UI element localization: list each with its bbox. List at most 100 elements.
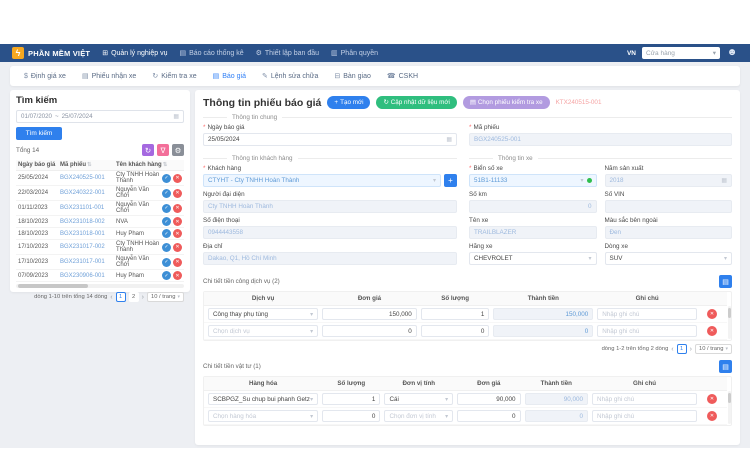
delete-button[interactable]: ✕ — [173, 271, 182, 280]
row-code-link[interactable]: BGX231017-002 — [60, 244, 105, 250]
language-label[interactable]: VN — [626, 49, 636, 57]
delete-service-row-button[interactable]: ✕ — [707, 326, 717, 336]
tab-ban-giao[interactable]: ⊟ Bàn giao — [334, 72, 371, 81]
filter-button[interactable]: ∇ — [157, 144, 169, 156]
edit-button[interactable]: ✓ — [162, 188, 171, 198]
linked-inspection-code[interactable]: KTX240515-001 — [555, 99, 602, 106]
tab-dinh-gia-xe[interactable]: $ Định giá xe — [24, 73, 66, 80]
table-row[interactable]: 18/10/2023 BGX231018-001 Huy Pham ✓ ✕ — [16, 228, 184, 240]
update-data-button[interactable]: ↻ Cập nhật dữ liệu mới — [376, 96, 457, 109]
refresh-button[interactable]: ↻ — [142, 144, 154, 156]
next-page-icon[interactable]: › — [689, 345, 692, 353]
delete-part-row-button[interactable]: ✕ — [706, 394, 717, 404]
table-row[interactable]: 18/10/2023 BGX231018-002 NVA ✓ ✕ — [16, 216, 184, 228]
vertical-scrollbar[interactable] — [728, 391, 731, 424]
delete-button[interactable]: ✕ — [173, 217, 182, 226]
table-row[interactable]: 07/09/2023 BGX230906-001 Huy Pham ✓ ✕ — [16, 270, 184, 282]
nav-item-business[interactable]: ⊞ Quản lý nghiệp vụ — [102, 49, 167, 58]
table-row[interactable]: 22/03/2024 BGX240322-001 Nguyễn Văn Chới… — [16, 186, 184, 201]
part-price-input[interactable]: 90,000 — [457, 393, 521, 405]
service-qty-input[interactable]: 0 — [420, 325, 490, 337]
store-select[interactable]: Cửa hàng ▾ — [642, 47, 720, 59]
quote-date-input[interactable]: 25/05/2024 ▦ — [203, 133, 457, 146]
page-size-select[interactable]: 10 / trang ▾ — [146, 292, 184, 302]
row-code-link[interactable]: BGX231017-001 — [60, 259, 105, 265]
tab-bao-gia[interactable]: ▤ Báo giá — [213, 72, 246, 81]
service-select[interactable]: Chọn dịch vụ ▾ — [208, 325, 319, 337]
table-row[interactable]: 25/05/2024 BGX240525-001 Cty TNHH Hoàn T… — [16, 171, 184, 186]
tab-kiem-tra-xe[interactable]: ↻ Kiểm tra xe — [152, 72, 196, 81]
prev-page-icon[interactable]: ‹ — [671, 345, 674, 353]
scrollbar-thumb[interactable] — [18, 284, 88, 288]
col-header-name[interactable]: Tên khách hàng⇅ — [116, 162, 182, 168]
table-row[interactable]: 17/10/2023 BGX231017-002 Cty TNHH Hoàn T… — [16, 240, 184, 255]
edit-button[interactable]: ✓ — [162, 229, 171, 238]
row-code-link[interactable]: BGX240322-001 — [60, 190, 105, 196]
service-qty-input[interactable]: 1 — [420, 308, 490, 320]
col-header-code[interactable]: Mã phiếu⇅ — [60, 162, 116, 168]
prev-page-icon[interactable]: ‹ — [110, 293, 113, 301]
date-range-input[interactable]: 01/07/2020 ~ 25/07/2024 ▦ — [16, 110, 184, 123]
part-price-input[interactable]: 0 — [457, 410, 521, 422]
plate-select[interactable]: 51B1-11133 ▾ — [469, 174, 597, 187]
page-button-1[interactable]: 1 — [115, 292, 126, 302]
delete-button[interactable]: ✕ — [173, 203, 182, 213]
user-avatar[interactable]: ☻ — [726, 47, 738, 58]
next-page-icon[interactable]: › — [141, 293, 144, 301]
page-button-2[interactable]: 2 — [128, 292, 139, 302]
row-code-link[interactable]: BGX231101-001 — [60, 205, 105, 211]
table-row[interactable]: 01/11/2023 BGX231101-001 Nguyễn Văn Chới… — [16, 201, 184, 216]
delete-service-row-button[interactable]: ✕ — [707, 309, 717, 319]
service-price-input[interactable]: 0 — [322, 325, 417, 337]
part-qty-input[interactable]: 1 — [322, 393, 381, 405]
service-select[interactable]: Công thay phụ tùng ▾ — [208, 308, 319, 320]
edit-button[interactable]: ✓ — [162, 271, 171, 280]
vertical-scrollbar[interactable] — [728, 306, 731, 339]
search-button[interactable]: Tìm kiếm — [16, 127, 62, 140]
part-unit-select[interactable]: Chọn đơn vị tính ▾ — [384, 410, 454, 422]
scrollbar-thumb[interactable] — [728, 393, 731, 403]
edit-button[interactable]: ✓ — [162, 203, 171, 213]
edit-button[interactable]: ✓ — [162, 217, 171, 226]
page-size-select[interactable]: 10 / trang ▾ — [694, 344, 732, 354]
table-row[interactable]: 17/10/2023 BGX231017-001 Nguyễn Văn Chới… — [16, 255, 184, 270]
service-note-input[interactable]: Nhập ghi chú — [597, 325, 698, 337]
nav-item-setup[interactable]: ⚙ Thiết lập ban đầu — [256, 49, 319, 58]
edit-button[interactable]: ✓ — [162, 173, 171, 183]
part-select[interactable]: SCBPGZ_Su chup bui phanh Getz ▾ — [208, 393, 319, 405]
choose-inspection-button[interactable]: ▤ Chọn phiếu kiểm tra xe — [462, 96, 550, 109]
delete-button[interactable]: ✕ — [173, 229, 182, 238]
tab-cskh[interactable]: ☎ CSKH — [387, 72, 418, 81]
delete-button[interactable]: ✕ — [173, 242, 182, 252]
create-button[interactable]: + Tạo mới — [327, 96, 371, 109]
tab-phieu-nhan-xe[interactable]: ▤ Phiếu nhận xe — [82, 72, 136, 81]
customer-select[interactable]: CTYHT - Cty TNHH Hoàn Thành ▾ — [203, 174, 441, 187]
part-note-input[interactable]: Nhập ghi chú — [592, 393, 698, 405]
service-price-input[interactable]: 150,000 — [322, 308, 417, 320]
row-code-link[interactable]: BGX231018-002 — [60, 218, 105, 225]
row-code-link[interactable]: BGX230906-001 — [60, 272, 105, 279]
page-button-1[interactable]: 1 — [676, 344, 687, 354]
add-service-row-button[interactable]: ▤ — [719, 275, 732, 288]
delete-button[interactable]: ✕ — [173, 257, 182, 267]
part-qty-input[interactable]: 0 — [322, 410, 381, 422]
brand-select[interactable]: CHEVROLET ▾ — [469, 252, 597, 265]
add-customer-button[interactable]: + — [444, 174, 457, 187]
part-select[interactable]: Chọn hàng hóa ▾ — [208, 410, 319, 422]
horizontal-scrollbar[interactable] — [16, 284, 184, 288]
model-select[interactable]: SUV ▾ — [604, 252, 732, 265]
edit-button[interactable]: ✓ — [162, 257, 171, 267]
scrollbar-thumb[interactable] — [728, 308, 731, 318]
row-code-link[interactable]: BGX240525-001 — [60, 175, 105, 181]
part-unit-select[interactable]: Cái ▾ — [384, 393, 454, 405]
settings-button[interactable]: ⚙ — [172, 144, 184, 156]
delete-button[interactable]: ✕ — [173, 173, 182, 183]
tab-lenh-sua-chua[interactable]: ✎ Lệnh sửa chữa — [262, 72, 318, 81]
nav-item-reports[interactable]: ▤ Báo cáo thống kê — [180, 49, 244, 58]
row-code-link[interactable]: BGX231018-001 — [60, 230, 105, 237]
delete-button[interactable]: ✕ — [173, 188, 182, 198]
add-part-row-button[interactable]: ▤ — [719, 360, 732, 373]
nav-item-permissions[interactable]: ▥ Phân quyền — [331, 49, 378, 58]
service-note-input[interactable]: Nhập ghi chú — [597, 308, 698, 320]
delete-part-row-button[interactable]: ✕ — [706, 411, 717, 421]
